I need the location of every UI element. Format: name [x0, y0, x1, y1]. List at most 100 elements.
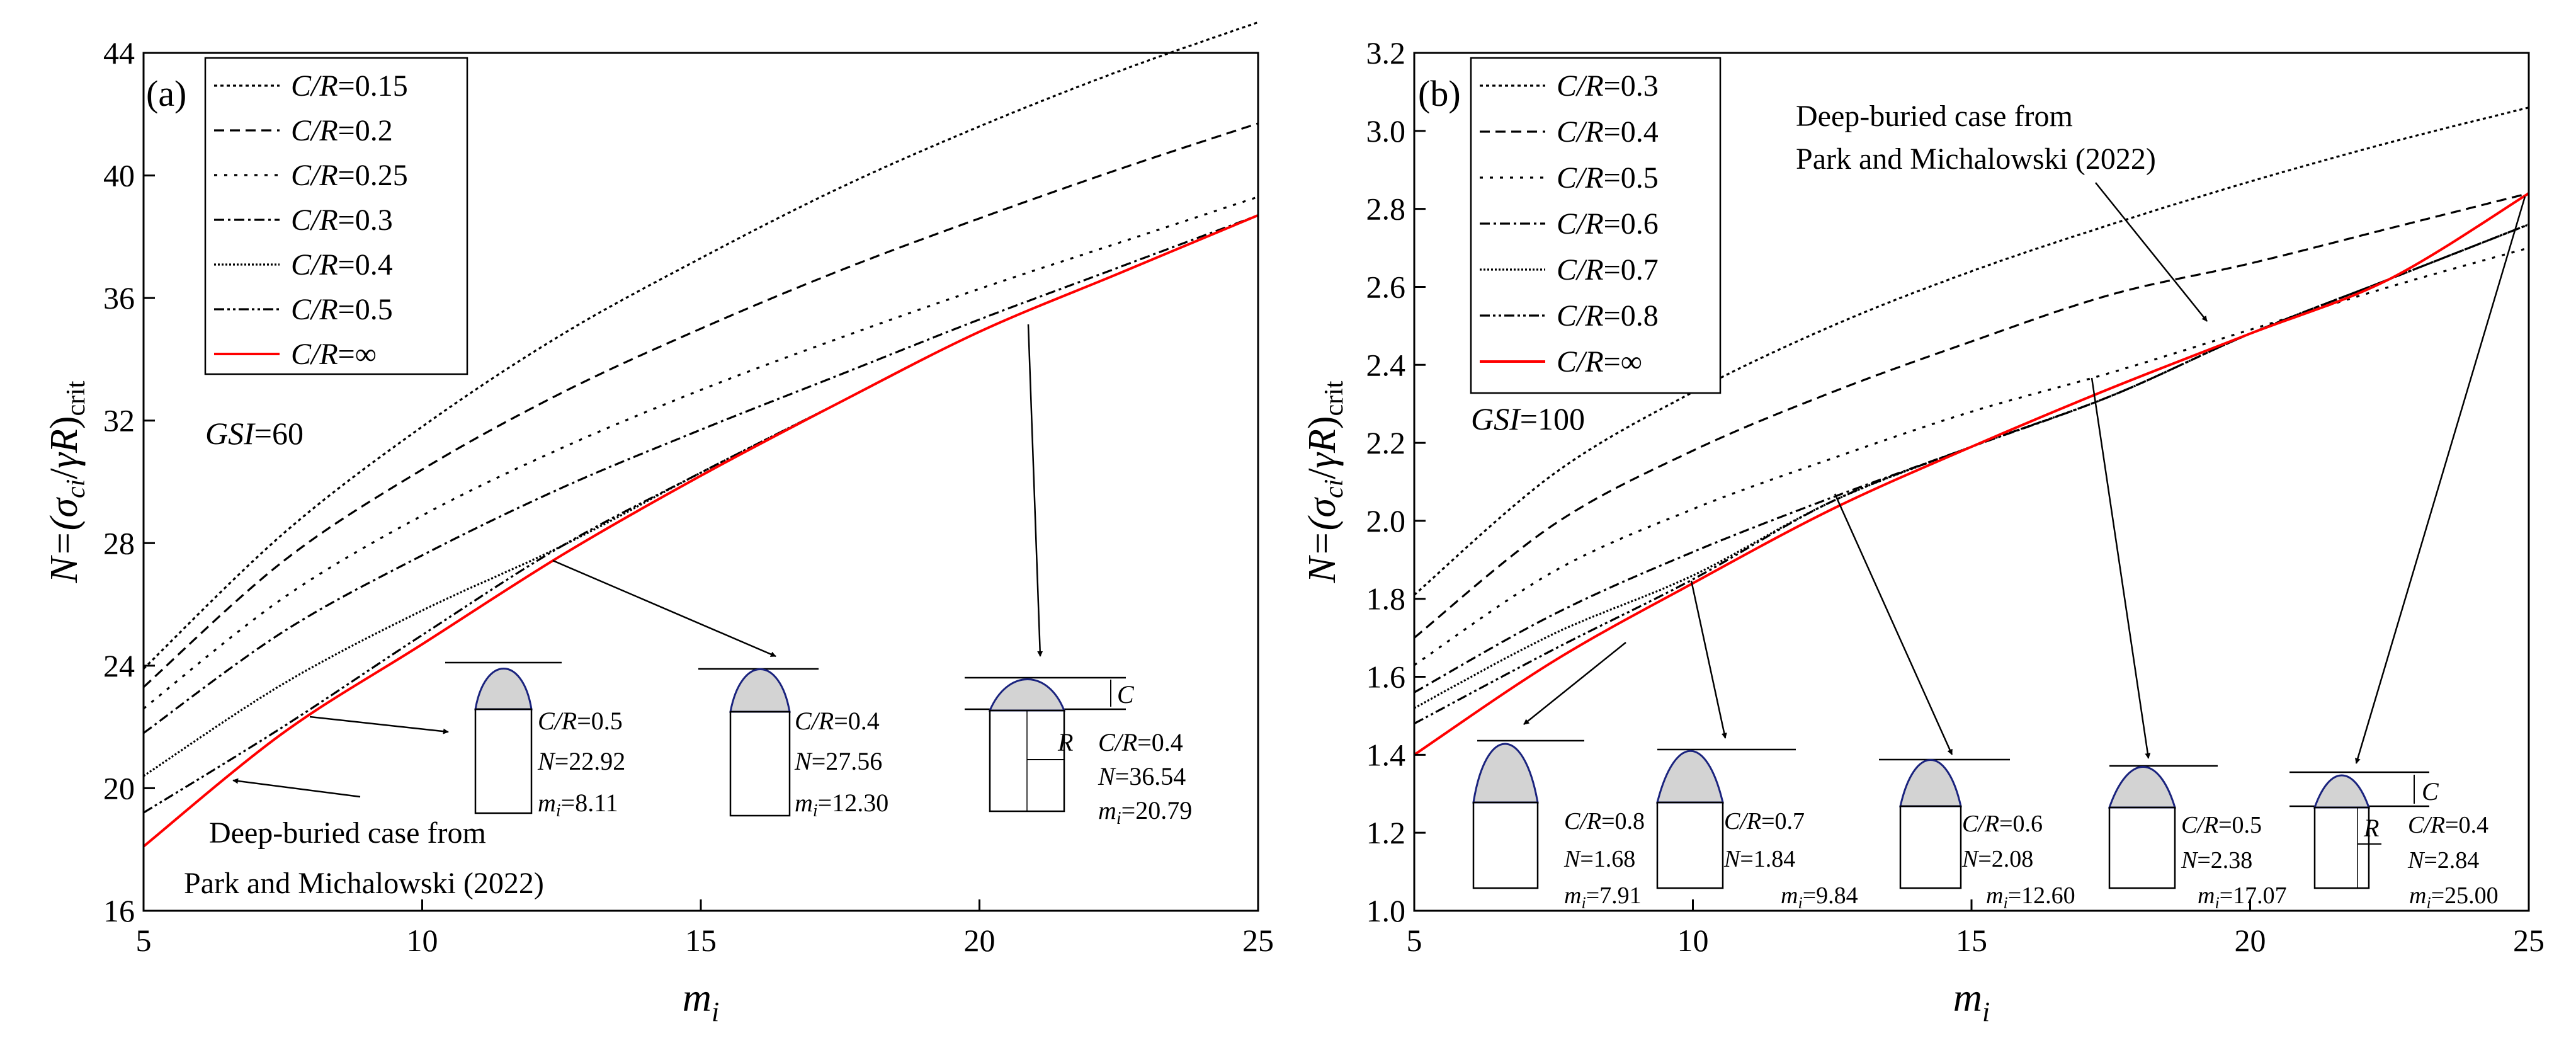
- y-tick-label: 1.6: [1366, 659, 1406, 695]
- legend-box: [204, 57, 468, 375]
- inset-n: N=2.38: [2181, 847, 2252, 874]
- inset-cr-var: C/R: [795, 707, 834, 735]
- y-axis-label: N=(σci/γR)crit: [43, 380, 91, 583]
- gsi-var: GSI: [1471, 401, 1521, 436]
- failure-zone: [1899, 759, 1962, 807]
- arrow: [2091, 377, 2151, 759]
- x-tick-label: 20: [2235, 923, 2266, 958]
- annotation-line-2: Park and Michalowski (2022): [184, 867, 544, 900]
- gsi-value: =100: [1520, 401, 1585, 436]
- inset-mi-sub: i: [2215, 894, 2219, 912]
- legend-box: [1470, 57, 1722, 394]
- gsi-label: GSI=60: [205, 416, 304, 451]
- series-line-6: [1413, 192, 2530, 756]
- y-axis-label: N=(σci/γR)crit: [1301, 380, 1349, 583]
- inset-n: N=2.84: [2407, 847, 2479, 874]
- x-tick-label: 10: [407, 923, 438, 958]
- legend-label: C/R=0.15: [291, 69, 408, 103]
- inset-n-var: N: [794, 747, 813, 775]
- failure-zone: [1472, 743, 1539, 804]
- inset-cr-var: C/R: [1098, 728, 1137, 756]
- x-label-sub: i: [1982, 996, 1990, 1027]
- y-label-close: ): [1301, 416, 1344, 430]
- inset-mi-sub: i: [1798, 894, 1802, 912]
- inset: C/R=0.4 N=27.56 mi=12.30: [698, 668, 888, 821]
- tunnel-outline: [1472, 801, 1539, 889]
- inset-mi: mi=25.00: [2409, 882, 2499, 912]
- annotation-line-1: Deep-buried case from: [1796, 100, 2073, 133]
- inset-n-var: N: [1961, 846, 1980, 872]
- inset-n: N=2.08: [1961, 846, 2033, 872]
- legend-label: C/R=0.5: [291, 293, 393, 326]
- y-label-gamma: γR: [1301, 429, 1344, 468]
- y-tick-label: 3.2: [1366, 35, 1406, 71]
- legend-label: C/R=0.4: [291, 248, 393, 282]
- inset-mi: mi=12.30: [795, 789, 888, 821]
- x-tick-label: 5: [136, 923, 152, 958]
- gsi-var: GSI: [205, 416, 256, 451]
- y-tick-label: 1.2: [1366, 815, 1406, 850]
- inset-mi: mi=12.60: [1986, 882, 2075, 912]
- legend-label: C/R=0.2: [291, 114, 393, 147]
- y-label-sigma: σ: [43, 497, 86, 518]
- tick-group: 5 10 15 20 25 16 20 24 28 32 36 40 44: [103, 35, 1274, 958]
- inset-mi-var: m: [538, 789, 556, 817]
- cover-label: C: [1117, 680, 1135, 709]
- arrow: [2354, 196, 2526, 764]
- inset: C/R=0.5 N=22.92 mi=8.11: [445, 661, 625, 821]
- y-tick-label: 2.2: [1366, 425, 1406, 460]
- inset-mi-var: m: [1986, 882, 2003, 909]
- x-tick-label: 5: [1407, 923, 1422, 958]
- inset-n-var: N: [1563, 846, 1582, 872]
- series-line-6: [142, 214, 1259, 848]
- y-tick-label: 1.8: [1366, 581, 1406, 617]
- y-tick-label: 2.8: [1366, 191, 1406, 227]
- legend: C/R=0.15 C/R=0.2 C/R=0.25 C/R=0.3 C/R=0.4 C/R…: [204, 57, 468, 375]
- y-tick-label: 16: [103, 893, 135, 928]
- x-axis-label: mi: [683, 975, 719, 1027]
- y-label-slash: /: [1301, 468, 1344, 479]
- y-tick-label: 1.4: [1366, 737, 1406, 772]
- legend-label: C/R=∞: [291, 338, 377, 371]
- y-tick-label: 2.4: [1366, 347, 1406, 382]
- inset-mi-var: m: [1564, 882, 1581, 909]
- arrow: [309, 716, 449, 734]
- inset-cr: C/R=0.4: [1098, 728, 1183, 756]
- radius-label: R: [2363, 814, 2379, 842]
- y-tick-label: 40: [103, 158, 135, 193]
- curve-group: [1413, 106, 2530, 756]
- failure-zone: [988, 678, 1066, 712]
- y-tick-label: 24: [103, 648, 135, 683]
- arrow: [232, 778, 361, 798]
- inset: C R C/R=0.4 N=2.84 mi=25.00: [2289, 771, 2499, 912]
- failure-zone: [729, 668, 791, 713]
- gsi-label: GSI=100: [1471, 401, 1585, 436]
- inset-n-var: N: [2407, 847, 2426, 874]
- inset-mi-sub: i: [813, 801, 818, 821]
- annotation-line-1: Deep-buried case from: [209, 816, 486, 850]
- inset-mi: mi=8.11: [538, 789, 618, 821]
- y-tick-label: 2.6: [1366, 269, 1406, 304]
- gsi-value: =60: [254, 416, 304, 451]
- arrow-group: [1523, 182, 2526, 764]
- series-line-1: [1413, 192, 2529, 639]
- x-tick-label: 15: [685, 923, 717, 958]
- inset-cr: C/R=0.5: [2181, 812, 2262, 838]
- inset-cr: C/R=0.8: [1564, 808, 1645, 835]
- inset: C/R=0.8 N=1.68 mi=7.91: [1472, 739, 1645, 912]
- series-line-3: [143, 214, 1259, 734]
- series-line-1: [142, 122, 1259, 688]
- y-tick-label: 3.0: [1366, 113, 1406, 149]
- tunnel-outline: [474, 708, 533, 814]
- y-tick-label: 1.0: [1366, 893, 1406, 928]
- x-tick-label: 25: [1242, 923, 1274, 958]
- inset-n: N=1.68: [1563, 846, 1635, 872]
- panel-a: 5 10 15 20 25 16 20 24 28 32 36 40 44 (a) N=(σci/γR)…: [43, 21, 1274, 1027]
- panel-label: (a): [146, 73, 186, 114]
- inset-n: N=1.84: [1723, 846, 1795, 872]
- inset-cr-var: C/R: [1564, 808, 1601, 835]
- inset-cr: C/R=0.5: [538, 707, 623, 735]
- inset-cr: C/R=0.7: [1724, 808, 1805, 835]
- y-label-sigma-sub: ci: [62, 479, 91, 498]
